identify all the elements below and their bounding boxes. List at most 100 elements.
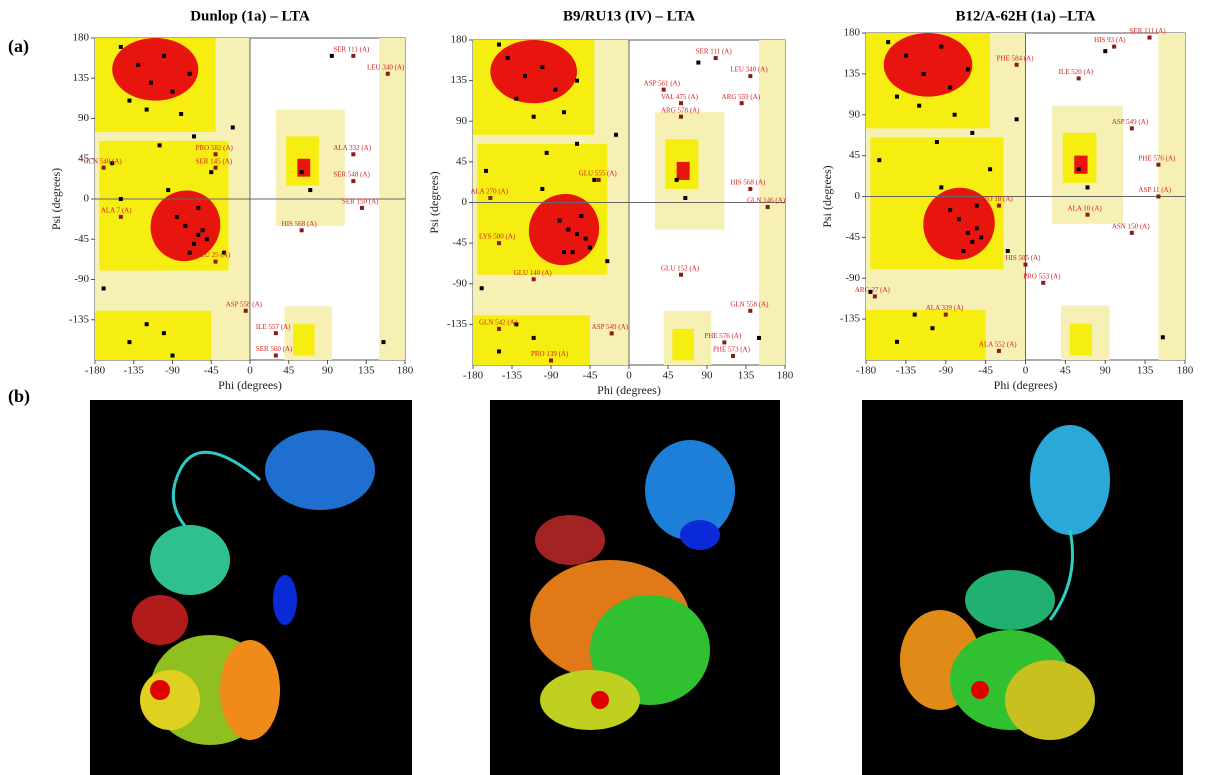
residue-point [877,158,882,163]
residue-label: GLN 146 (A) [747,197,786,205]
outlier-point [661,87,666,92]
residue-point [381,340,386,345]
residue-label: ALA 552 (A) [979,341,1017,349]
residue-label: HIS 93 (A) [1094,36,1126,44]
outlier-point [1156,194,1161,199]
residue-label: ARG 559 (A) [722,93,761,101]
y-tick-label: 90 [456,115,468,127]
outlier-point [1023,262,1028,267]
region [528,193,600,266]
residue-point [696,60,701,65]
residue-point [174,214,179,219]
x-tick-label: -45 [978,365,993,377]
residue-point [144,322,149,327]
residue-point [1103,49,1108,54]
outlier-point [497,241,501,246]
y-tick-label: 0 [855,190,861,202]
region [866,310,986,360]
outlier-point [713,56,718,61]
residue-point [588,245,592,250]
residue-point [575,232,579,237]
outlier-point [299,228,304,233]
x-tick-label: -135 [896,365,917,377]
y-tick-label: 90 [849,108,861,120]
residue-point [970,130,975,135]
x-axis-label: Phi (degrees) [218,378,282,392]
residue-label: ILE 520 (A) [1059,68,1094,76]
residue-point [209,170,214,175]
residue-point [531,114,536,119]
residue-label: ALA 270 (A) [470,188,508,196]
residue-point [965,230,970,235]
residue-point [1014,117,1019,122]
residue-point [895,94,900,99]
y-axis-label: Psi (degrees) [820,165,834,227]
residue-point [674,177,679,182]
y-tick-label: 180 [451,34,468,46]
residue-label: HIS 568 (A) [730,179,766,187]
residue-point [136,62,141,67]
ramachandran-plot: B9/RU13 (IV) – LTA Phi (degrees) Psi (degr… [427,8,794,396]
x-tick-label: 180 [397,365,414,377]
residue-point [934,140,939,144]
residue-point [144,107,149,112]
outlier-point [213,259,218,264]
residue-label: GLN 542 (A) [479,318,518,326]
outlier-point [748,186,753,191]
outlier-point [1129,230,1134,235]
residue-point [583,236,588,241]
residue-point [514,322,519,327]
residue-point [575,78,579,83]
x-tick-label: 90 [1100,365,1112,377]
residue-label: LEU 340 (A) [730,66,768,74]
x-tick-label: 0 [1023,365,1029,377]
y-tick-label: -45 [452,237,467,249]
residue-label: PRO 553 (A) [1023,272,1061,280]
structure-3 [862,400,1183,775]
residue-point [161,331,166,336]
outlier-point [351,152,356,157]
outlier-point [943,312,948,317]
y-tick-label: 180 [844,27,861,39]
residue-point [952,112,957,117]
y-tick-label: 135 [451,74,468,86]
residue-point [757,335,761,340]
residue-label: GLU 140 (A) [514,269,553,277]
residue-point [974,203,979,208]
residue-point [200,228,205,233]
residue-label: HIS 568 (A) [282,220,318,228]
residue-label: PHE 573 (A) [713,346,751,354]
residue-point [939,44,944,49]
outlier-point [531,277,536,282]
x-tick-label: -180 [856,365,877,377]
x-tick-label: -135 [124,365,145,377]
outlier-point [273,331,278,336]
residue-point [157,143,162,148]
residue-point [592,177,597,182]
y-tick-label: 180 [73,32,90,44]
outlier-point [609,331,614,336]
residue-label: ALA 10 (A) [1068,204,1103,212]
residue-label: SER 111 (A) [333,45,370,53]
x-tick-label: -135 [502,370,523,382]
residue-label: ASN 150 (A) [1112,222,1150,230]
outlier-point [1112,44,1117,49]
residue-point [497,349,501,354]
outlier-point [1156,162,1161,167]
residue-point [957,217,962,222]
outlier-point [385,71,390,76]
outlier-point [118,214,123,219]
y-axis-label: Psi (degrees) [427,171,441,233]
y-tick-label: 90 [78,112,90,124]
residue-point [912,312,917,317]
outlier-point [1041,280,1046,285]
residue-label: ILE 557 (A) [256,323,291,331]
residue-point [965,67,970,72]
outlier-point [996,203,1001,208]
x-axis-label: Phi (degrees) [597,383,661,397]
outlier-point [1085,212,1090,217]
residue-label: SER 111 (A) [696,48,733,56]
y-tick-label: 45 [849,149,861,161]
ramachandran-plot: B12/A-62H (1a) –LTA Phi (degrees) Psi (deg… [820,8,1194,391]
residue-point [101,286,106,291]
